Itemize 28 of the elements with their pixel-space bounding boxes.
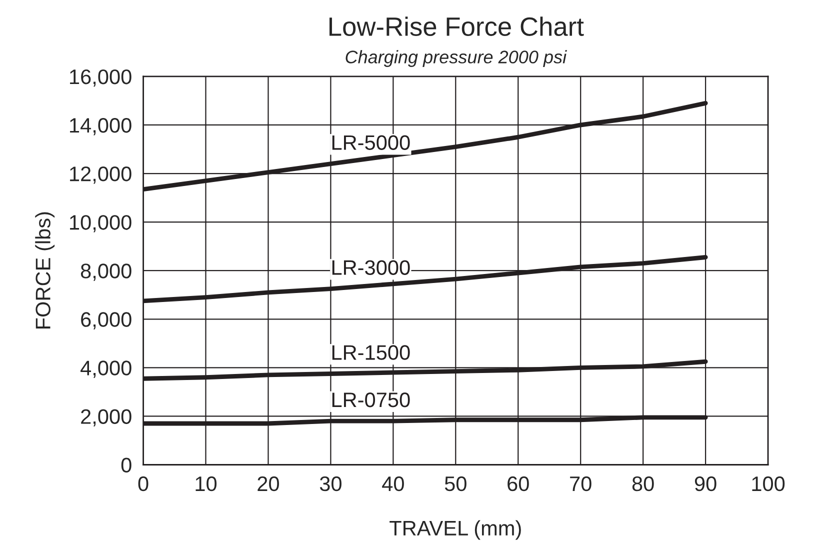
x-axis-title: TRAVEL (mm) [390,520,521,540]
series-label: LR-3000 [332,260,410,275]
y-tick-label: 10,000 [70,215,132,232]
series-label: LR-1500 [332,345,410,360]
x-tick-label: 70 [570,476,592,492]
x-tick-label: 60 [508,476,529,492]
y-tick-label: 2,000 [81,409,132,426]
y-tick-label: 8,000 [80,264,132,281]
y-tick-label: 6,000 [81,312,132,330]
x-tick-label: 20 [258,476,279,492]
y-tick-label: 12,000 [70,166,132,184]
y-tick-label: 4,000 [80,360,132,378]
y-tick-label: 0 [121,458,132,473]
x-tick-label: 0 [138,476,148,492]
x-tick-label: 100 [752,476,785,492]
x-tick-label: 30 [320,476,342,492]
x-tick-label: 50 [444,476,466,492]
x-tick-label: 40 [382,476,404,492]
x-tick-label: 10 [196,476,217,492]
y-axis-title: FORCE (lbs) [35,212,55,328]
series-label: LR-5000 [332,135,410,150]
x-tick-label: 90 [694,476,716,492]
series-label: LR-0750 [332,392,410,408]
chart-subtitle: Charging pressure 2000 psi [346,50,567,67]
y-tick-label: 16,000 [70,69,132,87]
chart-title: Low-Rise Force Chart [330,16,584,36]
x-tick-label: 80 [632,476,654,492]
y-tick-label: 14,000 [70,118,132,136]
